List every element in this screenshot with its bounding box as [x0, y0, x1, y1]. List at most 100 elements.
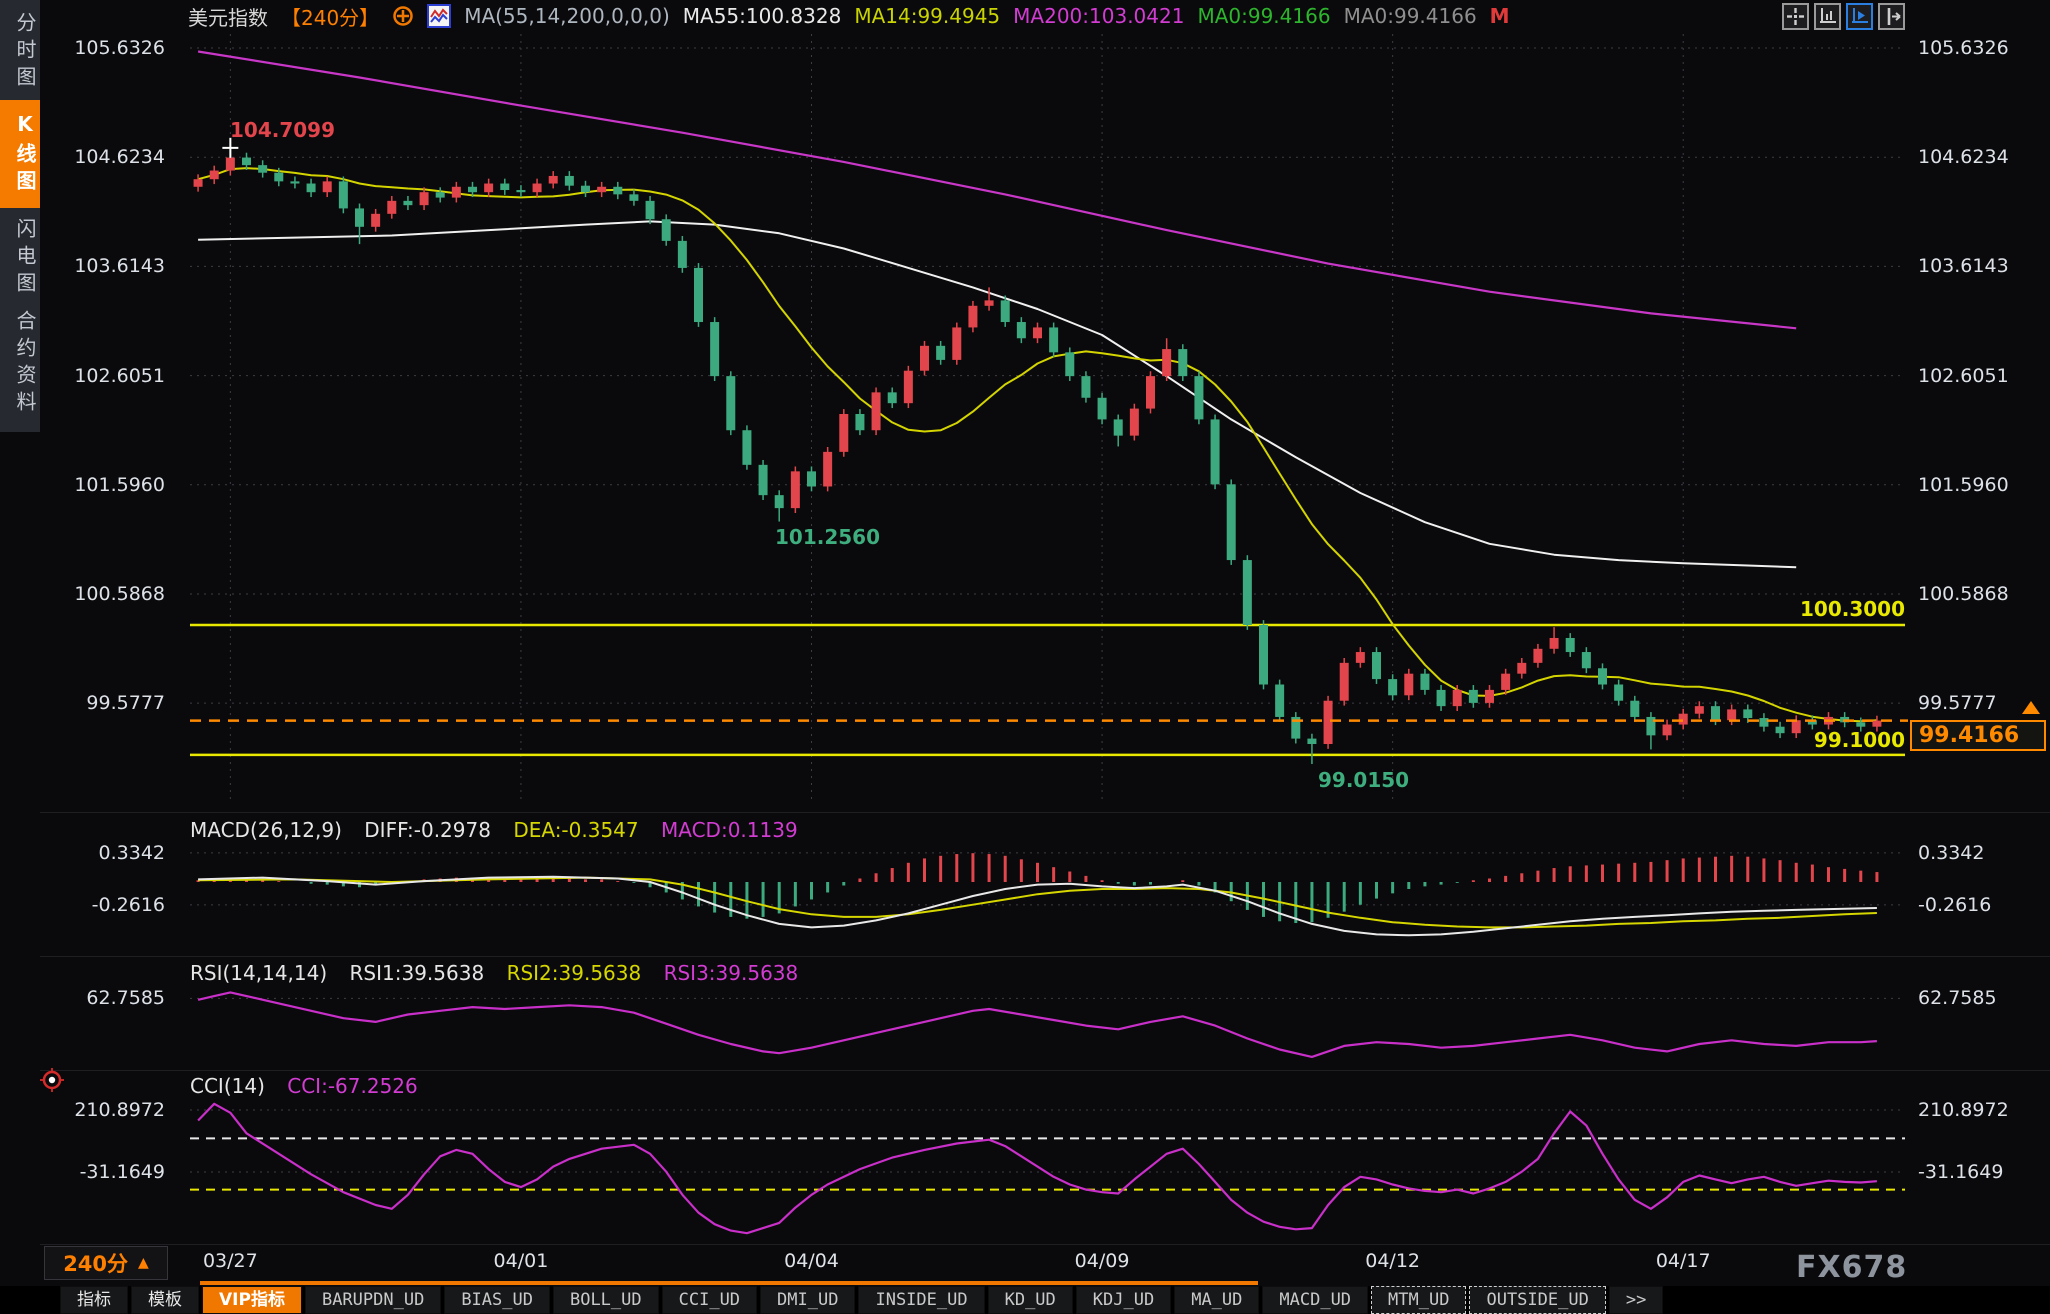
cci-axis-label-left-1: -31.1649 [79, 1161, 165, 1183]
resistance-line-label: 100.3000 [1799, 597, 1905, 621]
macd-axis-label-right-1: -0.2616 [1918, 893, 1992, 916]
y-axis-label-right-2: 103.6143 [1918, 255, 2009, 278]
price-up-arrow-icon [2022, 701, 2040, 714]
m-indicator-label: M [1489, 4, 1510, 28]
bottom-tab-6[interactable]: CCI_UD [661, 1286, 758, 1314]
chart-toolbar [1782, 3, 1905, 30]
kline-style-icon[interactable] [427, 3, 452, 29]
macd-macd-value: MACD:0.1139 [661, 818, 798, 842]
ma0-gray-value: MA0:99.4166 [1343, 4, 1477, 28]
cci-header: CCI(14) CCI:-67.2526 [190, 1074, 434, 1098]
sidebar-item-0[interactable]: 分时图 [13, 11, 37, 93]
y-axis-label-left-5: 100.5868 [74, 582, 165, 605]
ma14-value: MA14:99.4945 [854, 4, 1001, 28]
macd-axis-label-left-1: -0.2616 [91, 893, 165, 916]
watermark: FX678 [1796, 1250, 1908, 1285]
cci-axis-label-left-0: 210.8972 [74, 1099, 165, 1121]
live-marker-icon [38, 1066, 66, 1094]
bottom-tab-2[interactable]: VIP指标 [202, 1286, 302, 1314]
y-axis-label-left-3: 102.6051 [74, 364, 165, 387]
chart-header: 美元指数 【240分】 MA(55,14,200,0,0,0) MA55:100… [188, 2, 1510, 30]
rsi3-value: RSI3:39.5638 [663, 961, 799, 985]
x-axis-date-label-5: 04/17 [1655, 1250, 1711, 1272]
macd-axis-label-right-0: 0.3342 [1918, 841, 1985, 864]
macd-header: MACD(26,12,9) DIFF:-0.2978 DEA:-0.3547 M… [190, 818, 814, 842]
rsi-header: RSI(14,14,14) RSI1:39.5638 RSI2:39.5638 … [190, 961, 814, 985]
panel-separator [40, 1070, 2050, 1071]
bottom-tab-9[interactable]: KD_UD [987, 1286, 1073, 1314]
bottom-tab-1[interactable]: 模板 [131, 1286, 199, 1314]
macd-dea-value: DEA:-0.3547 [513, 818, 639, 842]
ma200-value: MA200:103.0421 [1013, 4, 1185, 28]
y-axis-label-right-3: 102.6051 [1918, 364, 2009, 387]
y-axis-label-right-1: 104.6234 [1918, 146, 2009, 169]
period-selector[interactable]: 240分 ▲ [44, 1246, 168, 1280]
indicator-tab-bar: 指标 模板 VIP指标 BARUPDN_UD BIAS_UD BOLL_UD CCI_UD D… [0, 1286, 2050, 1314]
period-up-triangle-icon: ▲ [138, 1255, 149, 1271]
sidebar-item-3[interactable]: 合约资料 [13, 310, 37, 418]
chart-canvas[interactable] [0, 0, 2050, 1284]
bottom-tab-11[interactable]: MA_UD [1174, 1286, 1260, 1314]
bottom-tab-14[interactable]: OUTSIDE_UD [1469, 1286, 1606, 1314]
rsi-axis-label-left-0: 62.7585 [86, 987, 165, 1010]
cci-axis-label-right-1: -31.1649 [1918, 1161, 2004, 1183]
panel-separator [40, 1244, 2050, 1245]
low-price-annotation: 99.0150 [1318, 768, 1410, 792]
x-axis-date-label-3: 04/09 [1074, 1250, 1130, 1272]
rsi-title[interactable]: RSI(14,14,14) [190, 961, 328, 985]
cci-title[interactable]: CCI(14) [190, 1074, 265, 1098]
y-axis-label-right-6: 99.5777 [1918, 692, 1997, 715]
ma55-value: MA55:100.8328 [682, 4, 842, 28]
period-selector-label: 240分 [63, 1252, 129, 1276]
rsi2-value: RSI2:39.5638 [506, 961, 642, 985]
sidebar-item-1[interactable]: K线图 [0, 100, 40, 208]
bottom-tab-8[interactable]: INSIDE_UD [858, 1286, 985, 1314]
symbol-name: 美元指数 [188, 5, 268, 30]
axis-play-icon[interactable] [1846, 3, 1873, 30]
bottom-tab-7[interactable]: DMI_UD [760, 1286, 856, 1314]
axis-scale-icon[interactable] [1814, 3, 1841, 30]
bottom-tab-13[interactable]: MTM_UD [1371, 1286, 1467, 1314]
y-axis-label-left-4: 101.5960 [74, 473, 165, 496]
ma0-green-value: MA0:99.4166 [1197, 4, 1331, 28]
chart-range-scrollbar[interactable] [200, 1281, 1258, 1285]
y-axis-label-left-2: 103.6143 [74, 255, 165, 278]
sidebar-item-2[interactable]: 闪电图 [13, 217, 37, 299]
rsi-axis-label-right-0: 62.7585 [1918, 987, 1997, 1010]
panel-separator [40, 812, 2050, 813]
period-label[interactable]: 【240分】 [281, 5, 380, 30]
macd-diff-value: DIFF:-0.2978 [364, 818, 491, 842]
bottom-tab-10[interactable]: KDJ_UD [1075, 1286, 1172, 1314]
crosshair-icon[interactable] [1782, 3, 1809, 30]
add-compare-icon[interactable] [392, 5, 414, 27]
y-axis-label-right-4: 101.5960 [1918, 473, 2009, 496]
x-axis-date-label-4: 04/12 [1365, 1250, 1421, 1272]
support-line-label: 99.1000 [1813, 728, 1905, 752]
cci-axis-label-right-0: 210.8972 [1918, 1099, 2009, 1121]
x-axis-date-label-2: 04/04 [784, 1250, 839, 1272]
bottom-tab-15[interactable]: >> [1608, 1286, 1664, 1314]
x-axis-date-label-1: 04/01 [493, 1250, 549, 1272]
high-price-annotation: 104.7099 [230, 118, 336, 142]
bottom-tab-4[interactable]: BIAS_UD [444, 1286, 550, 1314]
y-axis-label-left-6: 99.5777 [86, 692, 165, 715]
ma-settings-label[interactable]: MA(55,14,200,0,0,0) [464, 4, 670, 28]
y-axis-label-right-0: 105.6326 [1918, 37, 2009, 59]
bottom-tab-3[interactable]: BARUPDN_UD [304, 1286, 442, 1314]
panel-separator [40, 956, 2050, 957]
current-price-box: 99.4166 [1910, 720, 2046, 751]
bottom-tab-12[interactable]: MACD_UD [1262, 1286, 1369, 1314]
left-sidebar: 分时图 K线图闪电图合约资料 [0, 0, 40, 432]
axis-pan-icon[interactable] [1878, 3, 1905, 30]
bottom-tab-5[interactable]: BOLL_UD [552, 1286, 659, 1314]
macd-axis-label-left-0: 0.3342 [98, 841, 165, 864]
rsi1-value: RSI1:39.5638 [349, 961, 485, 985]
y-axis-label-left-0: 105.6326 [74, 37, 165, 59]
bottom-tab-0[interactable]: 指标 [60, 1286, 128, 1314]
y-axis-label-left-1: 104.6234 [74, 146, 165, 169]
swing-low-annotation: 101.2560 [775, 525, 881, 549]
x-axis-date-label-0: 03/27 [202, 1250, 258, 1272]
cci-value: CCI:-67.2526 [287, 1074, 418, 1098]
y-axis-label-right-5: 100.5868 [1918, 582, 2009, 605]
macd-title[interactable]: MACD(26,12,9) [190, 818, 342, 842]
